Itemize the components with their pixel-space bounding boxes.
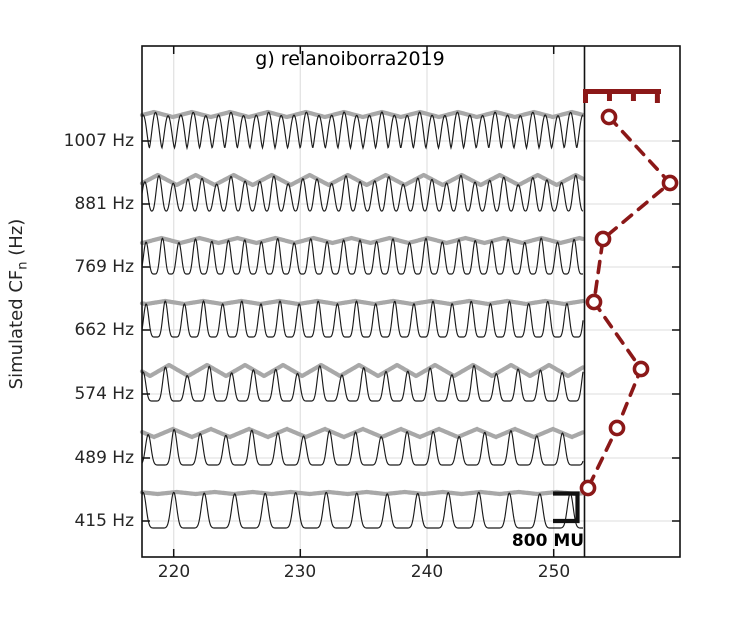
carrier-trace (141, 364, 584, 402)
waveform-row-574hz (139, 362, 586, 402)
carrier-trace (141, 299, 584, 338)
envelope-trace (139, 362, 586, 379)
waveform-row-881hz (139, 172, 586, 212)
metric-scale-comb (583, 89, 661, 103)
metric-marker-769hz (594, 230, 612, 248)
plot-border (141, 45, 681, 558)
row-label-769hz: 769 Hz (74, 257, 134, 277)
waveform-row-769hz (139, 235, 586, 275)
row-label-662hz: 662 Hz (74, 320, 134, 340)
x-tick-label-230: 230 (283, 562, 317, 582)
x-tick-label-220: 220 (157, 562, 191, 582)
y-axis-title: Simulated CFn (Hz) (6, 104, 31, 504)
waveform-row-1007hz (139, 109, 586, 151)
y-axis-title-subscript: n (15, 261, 31, 270)
row-label-489hz: 489 Hz (74, 448, 134, 468)
metric-marker-574hz (632, 360, 650, 378)
scale-bar-label: 800 MU (511, 531, 585, 551)
row-label-415hz: 415 Hz (74, 511, 134, 531)
axes-frame (141, 45, 681, 558)
metric-marker-881hz (661, 174, 679, 192)
envelope-trace (139, 172, 586, 188)
row-label-574hz: 574 Hz (74, 384, 134, 404)
row-label-881hz: 881 Hz (74, 194, 134, 214)
metric-marker-662hz (585, 293, 603, 311)
envelope-trace (139, 235, 586, 246)
carrier-trace (141, 111, 584, 151)
waveform-row-662hz (139, 298, 586, 338)
envelope-trace (139, 298, 586, 307)
y-axis-title-unit: (Hz) (6, 218, 27, 262)
x-tick-label-240: 240 (410, 562, 444, 582)
scale-bar-bracket (553, 491, 580, 524)
metric-marker-415hz (579, 479, 597, 497)
envelope-trace (139, 426, 586, 440)
scale-bar-bracket-path (553, 491, 580, 524)
carrier-trace (141, 428, 584, 466)
carrier-trace (141, 237, 583, 275)
envelope-trace (139, 109, 586, 120)
envelope-trace (139, 489, 586, 497)
gridlines (142, 46, 680, 557)
carrier-trace (141, 174, 584, 212)
waveform-row-415hz (139, 489, 586, 529)
plot-title: g) relanoiborra2019 (255, 48, 445, 70)
carrier-trace (141, 491, 583, 529)
waveform-row-489hz (139, 426, 586, 466)
y-axis-title-text: Simulated CF (6, 269, 27, 390)
x-tick-label-250: 250 (537, 562, 571, 582)
metric-marker-489hz (608, 419, 626, 437)
row-label-1007hz: 1007 Hz (63, 131, 134, 151)
metric-series (579, 108, 679, 497)
metric-marker-1007hz (600, 108, 618, 126)
